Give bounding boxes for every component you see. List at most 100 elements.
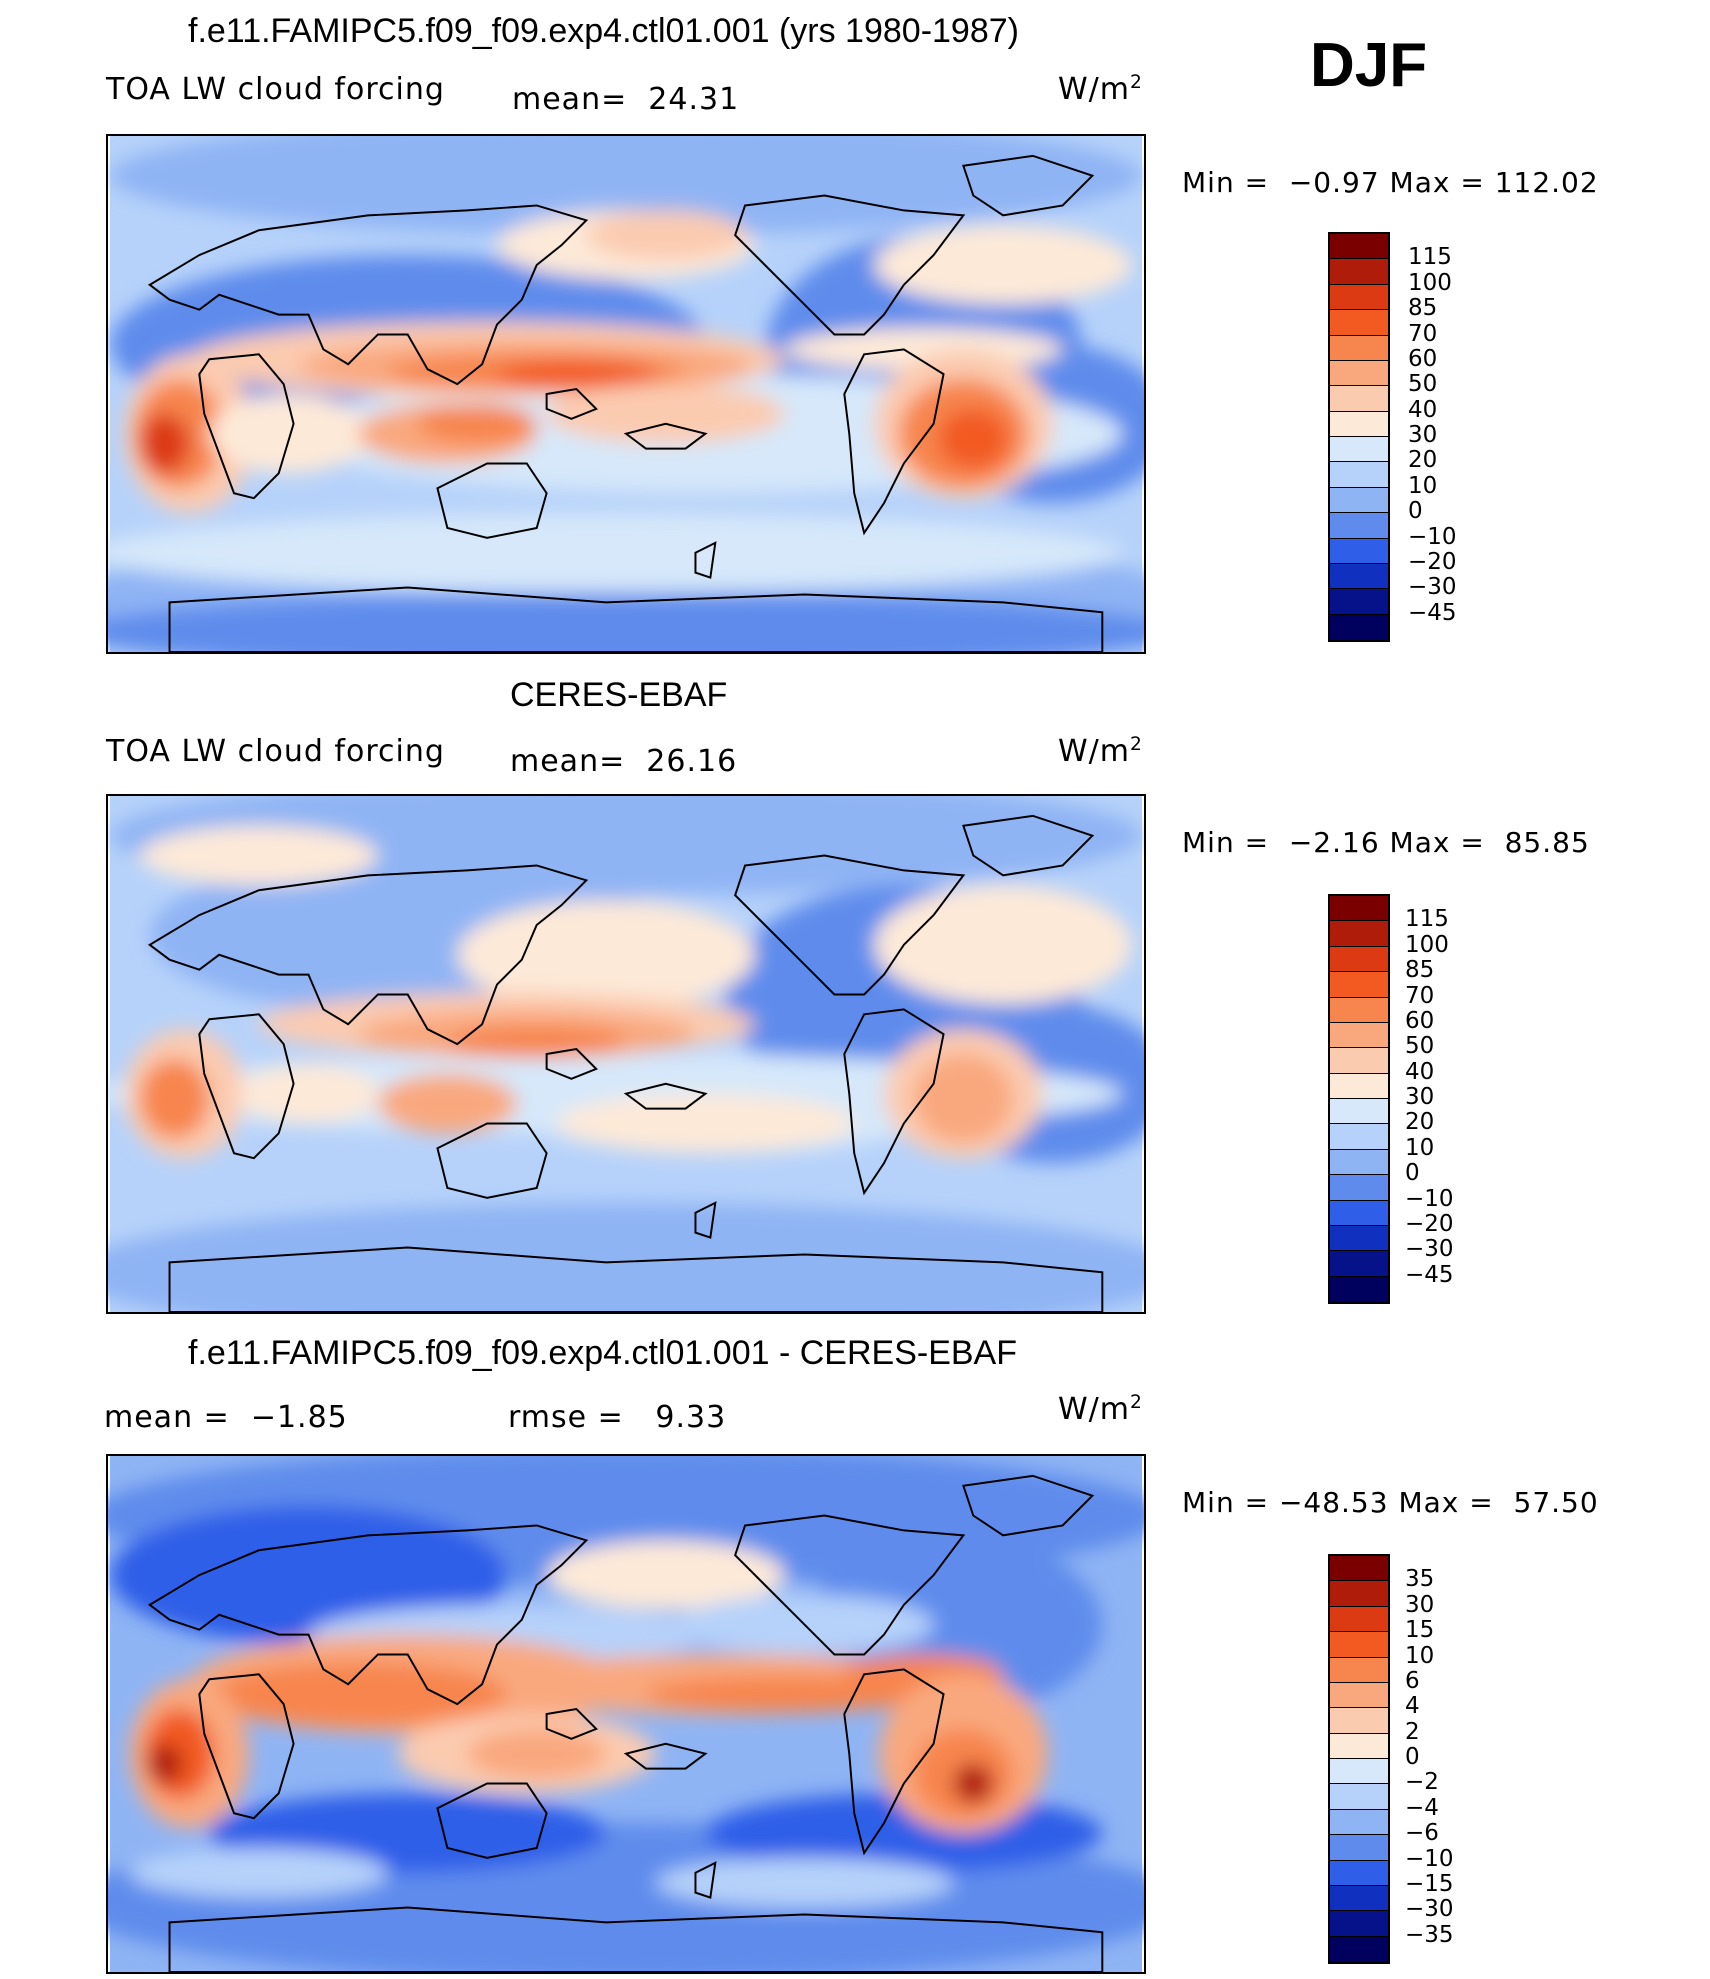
colorbar-tick-label: 50 xyxy=(1408,371,1438,398)
field-contour xyxy=(655,1857,954,1908)
colorbar-swatch xyxy=(1330,1073,1388,1099)
colorbar-tick-label: −20 xyxy=(1405,1210,1454,1237)
map-canvas xyxy=(108,796,1144,1312)
coastline xyxy=(843,1008,945,1196)
field-contour xyxy=(546,384,785,444)
colorbar-tick-label: −10 xyxy=(1405,1845,1454,1872)
panel2-mean: mean= 26.16 xyxy=(510,744,738,779)
colorbar-swatch xyxy=(1330,1556,1388,1582)
field-contour xyxy=(377,1073,517,1134)
colorbar-tick-label: 0 xyxy=(1405,1744,1420,1770)
coastline xyxy=(545,1707,598,1740)
panel3-units: W/m2 xyxy=(1058,1392,1143,1427)
colorbar-tick-label: 6 xyxy=(1405,1667,1420,1694)
coastline xyxy=(694,541,717,579)
field-contour xyxy=(645,1676,924,1713)
colorbar-swatch xyxy=(1330,386,1388,412)
panel3-minmax: Min = −48.53 Max = 57.50 xyxy=(1182,1486,1599,1519)
colorbar-tick-label: −45 xyxy=(1405,1261,1454,1288)
colorbar-tick-label: 100 xyxy=(1408,269,1452,296)
colorbar-swatch xyxy=(1330,1581,1388,1607)
coastline xyxy=(168,586,1104,652)
field-contour xyxy=(447,1026,626,1058)
colorbar-swatch xyxy=(1330,1809,1388,1836)
field-contour xyxy=(129,1847,388,1898)
panel3-rmse: rmse = 9.33 xyxy=(508,1400,727,1435)
coastline xyxy=(843,1668,945,1856)
field-contour xyxy=(108,592,1144,652)
field-contour xyxy=(209,394,368,474)
colorbar-swatch xyxy=(1330,1632,1388,1658)
colorbar-swatch xyxy=(1330,1276,1388,1302)
colorbar-swatch xyxy=(1330,1175,1388,1201)
colorbar-swatch xyxy=(1330,589,1388,615)
colorbar-swatch xyxy=(1330,1225,1388,1252)
colorbar-tick-label: 40 xyxy=(1405,1058,1435,1085)
coastline xyxy=(694,1201,717,1239)
colorbar-tick-label: 60 xyxy=(1408,345,1438,372)
colorbar-swatch xyxy=(1330,563,1388,590)
field-contour xyxy=(417,403,537,444)
field-contour xyxy=(139,413,190,474)
colorbar-tick-label: 100 xyxy=(1405,931,1449,958)
colorbar-tick-label: −30 xyxy=(1408,574,1457,601)
colorbar-tick-label: 70 xyxy=(1405,982,1435,1009)
field-contour xyxy=(146,1743,183,1784)
panel3-title: f.e11.FAMIPC5.f09_f09.exp4.ctl01.001 - C… xyxy=(188,1334,1017,1372)
coastline xyxy=(962,154,1095,217)
field-contour xyxy=(108,1054,1122,1134)
field-contour xyxy=(108,1202,1144,1312)
coastline xyxy=(147,204,589,386)
field-contour xyxy=(913,1054,1013,1144)
panel3-mean: mean = −1.85 xyxy=(104,1400,348,1435)
colorbar-swatch xyxy=(1330,1200,1388,1226)
colorbar-swatch xyxy=(1330,1022,1388,1049)
field-contour xyxy=(953,1763,994,1804)
colorbar-swatch xyxy=(1330,360,1388,387)
colorbar-tick-label: 50 xyxy=(1405,1033,1435,1060)
colorbar-tick-label: −10 xyxy=(1405,1185,1454,1212)
field-contour xyxy=(497,360,656,389)
coastline xyxy=(436,1122,548,1199)
coastline xyxy=(168,1246,1104,1312)
panel1-minmax: Min = −0.97 Max = 112.02 xyxy=(1182,166,1599,199)
colorbar-swatch xyxy=(1330,462,1388,488)
coastline xyxy=(168,1906,1104,1972)
colorbar-swatch xyxy=(1330,614,1388,640)
colorbar-swatch xyxy=(1330,487,1388,514)
coastline xyxy=(545,387,598,420)
colorbar-tick-label: −15 xyxy=(1405,1870,1454,1897)
coastline xyxy=(962,1474,1095,1537)
coastline xyxy=(623,1082,708,1110)
coastline xyxy=(147,1524,589,1706)
coastline xyxy=(734,854,966,996)
colorbar-swatch xyxy=(1330,972,1388,998)
coastline xyxy=(198,1673,295,1820)
colorbar-swatch xyxy=(1330,234,1388,260)
colorbar-tick-label: 0 xyxy=(1405,1160,1420,1187)
colorbar-tick-label: 85 xyxy=(1405,957,1435,984)
season-label: DJF xyxy=(1310,31,1428,100)
colorbar-swatch xyxy=(1330,1657,1388,1683)
colorbar-swatch xyxy=(1330,1251,1388,1277)
panel3-colorbar xyxy=(1328,1554,1390,1964)
colorbar-tick-label: 30 xyxy=(1405,1591,1435,1618)
colorbar-swatch xyxy=(1330,284,1388,311)
coastline xyxy=(734,194,966,336)
colorbar-swatch xyxy=(1330,921,1388,947)
colorbar-swatch xyxy=(1330,946,1388,973)
field-contour xyxy=(139,1058,210,1139)
panel2-minmax: Min = −2.16 Max = 85.85 xyxy=(1182,826,1590,859)
colorbar-tick-label: 35 xyxy=(1405,1566,1435,1593)
map-canvas xyxy=(108,136,1144,652)
panel1-left-label: TOA LW cloud forcing xyxy=(106,72,445,107)
colorbar-tick-label: −10 xyxy=(1408,523,1457,550)
colorbar-tick-label: 15 xyxy=(1405,1617,1435,1644)
coastline xyxy=(436,462,548,539)
colorbar-tick-label: −4 xyxy=(1405,1794,1439,1821)
colorbar-tick-label: −6 xyxy=(1405,1820,1439,1847)
colorbar-swatch xyxy=(1330,1124,1388,1150)
colorbar-tick-label: −35 xyxy=(1405,1921,1454,1948)
colorbar-swatch xyxy=(1330,1048,1388,1074)
colorbar-tick-label: 10 xyxy=(1405,1642,1435,1669)
